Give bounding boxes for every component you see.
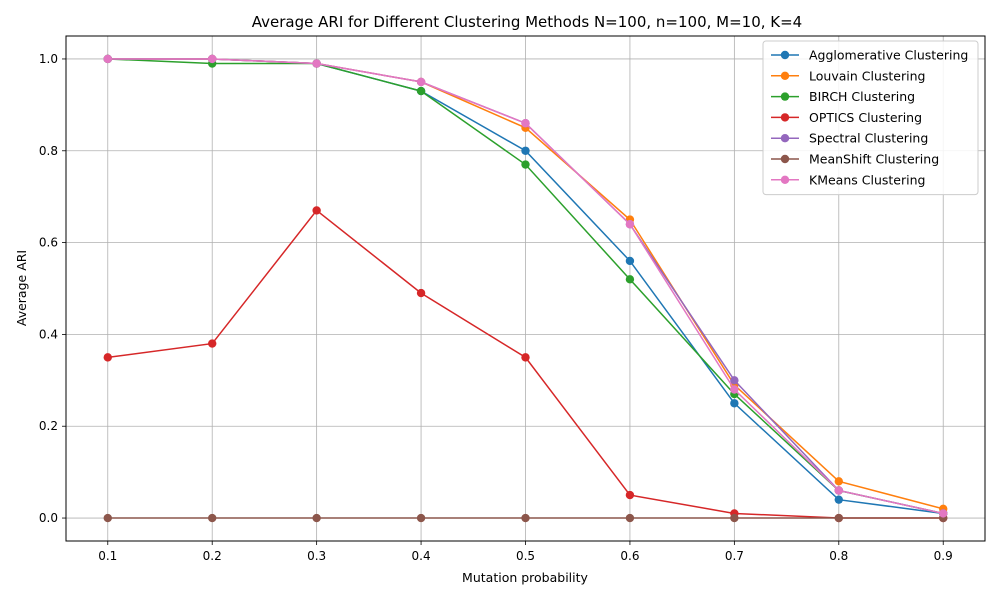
legend-marker [780, 113, 790, 122]
x-axis: 0.1 0.2 0.3 0.4 0.5 0.6 0.7 0.8 0.9 [98, 541, 953, 563]
y-axis-label: Average ARI [14, 250, 29, 326]
x-tick-label: 0.3 [307, 549, 326, 563]
data-point [416, 77, 426, 87]
y-tick-label: 0.4 [39, 327, 58, 341]
data-point [103, 353, 112, 362]
data-point [730, 399, 739, 408]
x-tick-label: 0.7 [725, 549, 744, 563]
x-tick-label: 0.9 [934, 549, 953, 563]
legend-label: BIRCH Clustering [809, 89, 915, 104]
data-point [208, 54, 217, 64]
data-point [208, 339, 217, 348]
legend: Agglomerative Clustering Louvain Clusteri… [762, 40, 979, 196]
x-tick-label: 0.6 [620, 549, 639, 563]
legend-item: OPTICS Clustering [771, 110, 922, 125]
data-point [625, 220, 635, 229]
data-point [521, 513, 530, 523]
x-axis-label: Mutation probability [462, 570, 588, 585]
legend-item: Spectral Clustering [771, 131, 928, 146]
x-tick-label: 0.8 [829, 549, 848, 563]
legend-item: MeanShift Clustering [771, 152, 939, 167]
data-point [103, 54, 112, 64]
series-7 [103, 54, 948, 518]
data-point [939, 509, 948, 518]
x-tick-label: 0.2 [203, 549, 222, 563]
legend-marker [780, 71, 790, 81]
data-point [730, 385, 739, 394]
legend-label: OPTICS Clustering [809, 110, 922, 125]
data-point [416, 288, 426, 298]
x-tick-label: 0.1 [98, 549, 117, 563]
series-6 [103, 513, 948, 523]
data-point [834, 477, 843, 486]
data-point [834, 486, 843, 495]
x-tick-label: 0.5 [516, 549, 535, 563]
data-point [416, 513, 426, 523]
legend-label: KMeans Clustering [809, 172, 925, 187]
legend-label: Louvain Clustering [809, 68, 925, 83]
data-point [521, 119, 530, 128]
legend-item: KMeans Clustering [771, 172, 925, 187]
legend-label: MeanShift Clustering [809, 152, 939, 167]
y-tick-label: 0.6 [39, 236, 58, 250]
y-tick-label: 1.0 [39, 52, 58, 66]
data-point [625, 513, 635, 523]
data-point [834, 513, 843, 523]
x-tick-label: 0.4 [412, 549, 431, 563]
legend-item: Agglomerative Clustering [771, 48, 968, 63]
data-point [416, 86, 426, 96]
data-point [312, 59, 321, 68]
data-point [730, 376, 739, 385]
y-tick-label: 0.8 [39, 144, 58, 158]
data-point [208, 513, 217, 523]
data-point [521, 353, 530, 362]
data-point [730, 513, 739, 523]
data-point [834, 495, 843, 504]
legend-marker [780, 92, 790, 101]
y-axis: 0.0 0.2 0.4 0.6 0.8 1.0 [39, 52, 66, 525]
legend-marker [780, 134, 790, 143]
legend-box [762, 40, 979, 196]
legend-marker [780, 50, 790, 60]
legend-label: Agglomerative Clustering [809, 48, 968, 63]
data-point [625, 275, 635, 284]
y-tick-label: 0.2 [39, 419, 58, 433]
y-tick-label: 0.0 [39, 511, 58, 525]
data-point [312, 513, 321, 523]
legend-label: Spectral Clustering [809, 131, 928, 146]
series-group [103, 54, 948, 523]
legend-item: Louvain Clustering [771, 68, 925, 83]
data-point [625, 490, 635, 500]
legend-marker [780, 154, 790, 164]
data-point [521, 160, 530, 169]
data-point [521, 146, 530, 155]
chart-title: Average ARI for Different Clustering Met… [252, 13, 802, 31]
data-point [103, 513, 112, 523]
legend-item: BIRCH Clustering [771, 89, 915, 104]
legend-marker [780, 175, 790, 184]
data-point [312, 206, 321, 215]
data-point [625, 256, 635, 266]
